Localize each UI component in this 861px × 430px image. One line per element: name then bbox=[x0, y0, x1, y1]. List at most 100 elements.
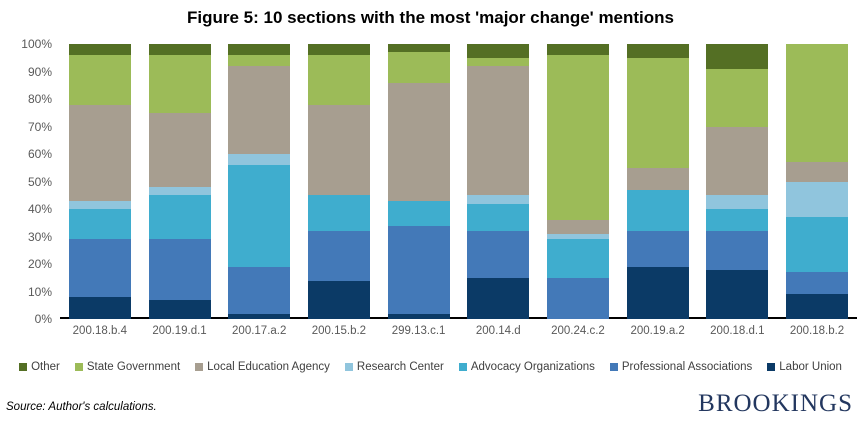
legend-swatch bbox=[458, 363, 467, 371]
bar-segment-labor-union bbox=[626, 266, 689, 319]
x-tick-label: 200.18.b.2 bbox=[789, 325, 845, 337]
bar-segment-local-education-agency bbox=[706, 126, 769, 196]
x-tick-label: 200.17.a.2 bbox=[232, 325, 287, 337]
legend-swatch bbox=[609, 363, 618, 371]
legend-label: Local Education Agency bbox=[207, 361, 330, 373]
y-tick-label: 100% bbox=[21, 37, 52, 51]
bar-200-18-b-4 bbox=[68, 44, 131, 319]
bar-segment-local-education-agency bbox=[467, 66, 530, 196]
bar-200-18-d-1 bbox=[706, 44, 769, 319]
plot-area bbox=[60, 44, 857, 319]
legend-swatch bbox=[195, 363, 204, 371]
bar-segment-professional-associations bbox=[546, 277, 609, 319]
x-tick-label: 299.13.c.1 bbox=[391, 325, 446, 337]
bar-segment-advocacy-organizations bbox=[706, 209, 769, 231]
bar-segment-other bbox=[148, 44, 211, 55]
bar-segment-state-government bbox=[467, 57, 530, 66]
legend-item-professional-associations: Professional Associations bbox=[609, 361, 753, 373]
chart-title: Figure 5: 10 sections with the most 'maj… bbox=[186, 8, 674, 27]
y-tick-label: 60% bbox=[27, 147, 52, 161]
x-tick-label: 200.19.d.1 bbox=[152, 325, 207, 337]
bar-segment-local-education-agency bbox=[68, 104, 131, 201]
bar-segment-professional-associations bbox=[68, 239, 131, 297]
legend-item-research-center: Research Center bbox=[344, 361, 444, 373]
bar-segment-local-education-agency bbox=[148, 112, 211, 187]
x-tick-label: 200.14.d bbox=[475, 325, 521, 337]
bar-segment-advocacy-organizations bbox=[148, 195, 211, 240]
bar-200-17-a-2 bbox=[228, 44, 291, 319]
bar-200-24-c-2 bbox=[546, 44, 609, 319]
bar-segment-professional-associations bbox=[626, 231, 689, 267]
legend-item-state-government: State Government bbox=[74, 361, 181, 373]
x-tick-label: 200.24.c.2 bbox=[551, 325, 605, 337]
bar-segment-advocacy-organizations bbox=[387, 200, 450, 226]
bar-segment-advocacy-organizations bbox=[786, 217, 849, 273]
bar-200-18-b-2 bbox=[786, 44, 849, 319]
y-tick-label: 80% bbox=[27, 92, 52, 106]
legend-label: Labor Union bbox=[779, 361, 842, 373]
bar-segment-other bbox=[706, 44, 769, 69]
bar-segment-professional-associations bbox=[228, 266, 291, 314]
bar-segment-professional-associations bbox=[786, 272, 849, 295]
bar-segment-local-education-agency bbox=[307, 104, 370, 196]
bar-segment-labor-union bbox=[706, 269, 769, 319]
legend-item-other: Other bbox=[19, 361, 60, 373]
y-tick-label: 0% bbox=[34, 312, 52, 326]
bar-segment-advocacy-organizations bbox=[467, 203, 530, 231]
legend-item-local-education-agency: Local Education Agency bbox=[195, 361, 330, 373]
bar-segment-local-education-agency bbox=[626, 167, 689, 190]
bar-segment-labor-union bbox=[387, 313, 450, 319]
bar-segment-research-center bbox=[546, 233, 609, 240]
bar-segment-state-government bbox=[786, 44, 849, 163]
bar-segment-research-center bbox=[148, 187, 211, 196]
source-note: Source: Author's calculations. bbox=[6, 401, 157, 413]
bar-segment-advocacy-organizations bbox=[546, 239, 609, 278]
bar-segment-state-government bbox=[68, 55, 131, 105]
bar-segment-research-center bbox=[68, 200, 131, 209]
bar-segment-local-education-agency bbox=[387, 82, 450, 201]
bar-segment-labor-union bbox=[228, 313, 291, 319]
x-tick-label: 200.15.b.2 bbox=[311, 325, 367, 337]
bar-segment-labor-union bbox=[307, 280, 370, 319]
y-axis: 100% 90% 80% 70% 60% 50% 40% 30% 20% 10% 0% bbox=[0, 37, 54, 326]
legend-swatch bbox=[344, 363, 353, 371]
legend-label: Advocacy Organizations bbox=[470, 361, 595, 373]
bar-segment-local-education-agency bbox=[546, 220, 609, 234]
y-tick-label: 20% bbox=[27, 257, 52, 271]
y-tick-label: 30% bbox=[27, 229, 52, 244]
brookings-logo: BROOKINGS bbox=[698, 390, 853, 417]
bar-200-19-d-1 bbox=[148, 44, 211, 319]
bar-299-13-c-1 bbox=[387, 44, 450, 319]
legend-item-advocacy-organizations: Advocacy Organizations bbox=[458, 361, 595, 373]
bar-segment-other bbox=[307, 44, 370, 55]
bar-segment-other bbox=[228, 44, 291, 55]
legend-swatch bbox=[767, 363, 776, 371]
x-tick-label: 200.18.d.1 bbox=[710, 325, 765, 337]
bar-segment-state-government bbox=[307, 55, 370, 105]
bar-200-14-d bbox=[467, 44, 530, 319]
bars-container bbox=[60, 44, 857, 319]
bar-segment-state-government bbox=[626, 57, 689, 168]
x-axis: 200.18.b.4 200.19.d.1 200.17.a.2 200.15.b.2… bbox=[60, 325, 857, 337]
bar-segment-other bbox=[387, 44, 450, 53]
bar-segment-state-government bbox=[546, 55, 609, 220]
bar-segment-state-government bbox=[228, 55, 291, 66]
legend-label: State Government bbox=[86, 361, 181, 373]
bar-segment-professional-associations bbox=[307, 231, 370, 281]
y-tick-label: 50% bbox=[27, 174, 52, 189]
bar-segment-other bbox=[546, 44, 609, 55]
y-tick-label: 40% bbox=[27, 202, 52, 216]
bar-segment-professional-associations bbox=[467, 231, 530, 278]
legend-label: Professional Associations bbox=[621, 361, 753, 373]
bar-segment-research-center bbox=[706, 195, 769, 209]
bar-segment-labor-union bbox=[786, 294, 849, 319]
bar-segment-advocacy-organizations bbox=[307, 195, 370, 231]
bar-segment-advocacy-organizations bbox=[228, 165, 291, 267]
bar-segment-labor-union bbox=[148, 299, 211, 319]
y-tick-label: 10% bbox=[27, 284, 52, 299]
bar-200-15-b-2 bbox=[307, 44, 370, 319]
legend-label: Research Center bbox=[356, 361, 444, 373]
x-tick-label: 200.18.b.4 bbox=[72, 325, 128, 337]
x-tick-label: 200.19.a.2 bbox=[630, 325, 685, 337]
bar-segment-advocacy-organizations bbox=[626, 189, 689, 231]
